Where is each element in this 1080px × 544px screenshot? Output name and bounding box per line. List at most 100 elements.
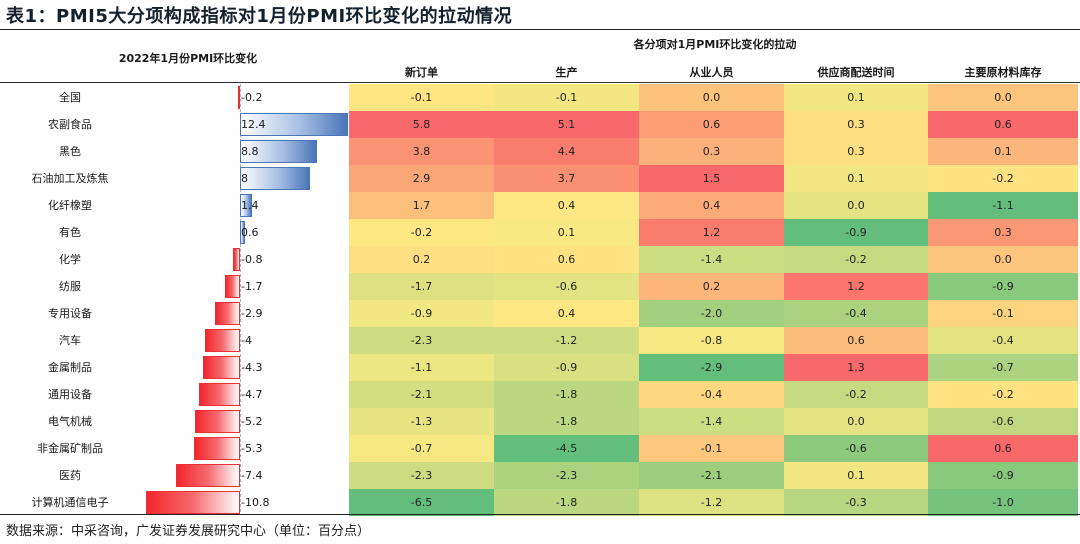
bar-zero-axis [240, 84, 241, 512]
heatmap-cell: -1.8 [494, 408, 639, 435]
heatmap-cell: -0.4 [928, 327, 1078, 354]
pmi-change-value: 8.8 [241, 145, 259, 158]
heatmap-cell: 2.9 [349, 165, 494, 192]
pmi-change-value: -5.2 [241, 415, 263, 428]
pmi-change-value: -7.4 [241, 469, 263, 482]
heatmap-cell: -2.3 [349, 462, 494, 489]
heatmap-cell: -1.2 [494, 327, 639, 354]
heatmap-cell: 0.6 [639, 111, 784, 138]
pmi-change-bar [238, 86, 240, 109]
heatmap-cell: 1.7 [349, 192, 494, 219]
heatmap-cell: -1.2 [639, 489, 784, 516]
heatmap-cell: -0.7 [928, 354, 1078, 381]
heatmap-cell: 0.6 [494, 246, 639, 273]
pmi-change-bar [145, 491, 240, 514]
heatmap-cell: 3.8 [349, 138, 494, 165]
pmi-change-bar [214, 302, 240, 325]
source-note: 数据来源：中采咨询，广发证券发展研究中心（单位：百分点） [6, 524, 371, 539]
heatmap-cell: 0.1 [784, 462, 928, 489]
pmi-change-value: -5.3 [241, 442, 263, 455]
heatmap-cell: -2.3 [494, 462, 639, 489]
heatmap-cell: -0.3 [784, 489, 928, 516]
pmi-change-bar [225, 275, 240, 298]
group-header: 各分项对1月PMI环比变化的拉动 [633, 38, 797, 51]
row-label: 化学 [59, 253, 81, 266]
heatmap-cell: -1.8 [494, 489, 639, 516]
heatmap-cell: -1.1 [928, 192, 1078, 219]
heatmap-cell: -0.1 [928, 300, 1078, 327]
heatmap-cell: -2.1 [349, 381, 494, 408]
pmi-change-bar [194, 410, 240, 433]
heatmap-cell: 0.3 [928, 219, 1078, 246]
pmi-change-value: -4.7 [241, 388, 263, 401]
pmi-change-bar [193, 437, 240, 460]
pmi-change-value: -4.3 [241, 361, 263, 374]
pmi-change-bar [240, 194, 253, 217]
heatmap-cell: -0.2 [928, 165, 1078, 192]
heatmap-cell: -1.1 [349, 354, 494, 381]
pmi-change-bar [240, 221, 246, 244]
heatmap-cell: 0.0 [639, 84, 784, 111]
heatmap-cell: -0.6 [928, 408, 1078, 435]
heatmap-cell: -0.6 [784, 435, 928, 462]
heatmap-cell: 0.4 [494, 300, 639, 327]
heatmap-cell: 0.3 [639, 138, 784, 165]
column-header: 生产 [555, 66, 578, 79]
heatmap-cell: -1.4 [639, 246, 784, 273]
row-label: 纺服 [59, 280, 81, 293]
heatmap-cell: 1.2 [784, 273, 928, 300]
row-label: 电气机械 [48, 415, 92, 428]
heatmap-cell: -0.2 [928, 381, 1078, 408]
heatmap-cell: -0.9 [349, 300, 494, 327]
heatmap-cell: 0.4 [494, 192, 639, 219]
pmi-change-value: -1.7 [241, 280, 263, 293]
pmi-change-value: -4 [241, 334, 252, 347]
row-label: 金属制品 [48, 361, 92, 374]
heatmap-cell: 1.3 [784, 354, 928, 381]
row-label: 医药 [59, 469, 81, 482]
heatmap-cell: -0.1 [639, 435, 784, 462]
row-label: 石油加工及炼焦 [31, 172, 109, 185]
heatmap-cell: -0.9 [494, 354, 639, 381]
heatmap-cell: 0.3 [784, 138, 928, 165]
heatmap-cell: -0.1 [349, 84, 494, 111]
pmi-change-value: 8 [241, 172, 248, 185]
heatmap-cell: 0.3 [784, 111, 928, 138]
heatmap-cell: -1.4 [639, 408, 784, 435]
heatmap-cell: -2.1 [639, 462, 784, 489]
pmi-change-value: 12.4 [241, 118, 266, 131]
heatmap-cell: 0.1 [784, 165, 928, 192]
heatmap-cell: 5.1 [494, 111, 639, 138]
pmi-change-bar [240, 140, 317, 163]
pmi-change-bar [199, 383, 240, 406]
row-label: 农副食品 [48, 118, 92, 131]
heatmap-cell: -0.8 [639, 327, 784, 354]
row-label: 汽车 [59, 334, 81, 347]
pmi-change-value: -10.8 [241, 496, 270, 509]
heatmap-cell: -0.2 [784, 246, 928, 273]
heatmap-cell: 3.7 [494, 165, 639, 192]
row-label: 黑色 [59, 145, 81, 158]
pmi-change-value: -0.8 [241, 253, 263, 266]
row-label: 专用设备 [48, 307, 92, 320]
heatmap-cell: 0.2 [639, 273, 784, 300]
heatmap-cell: -0.4 [784, 300, 928, 327]
row-label: 计算机通信电子 [31, 496, 109, 509]
column-header: 主要原材料库存 [964, 66, 1042, 79]
heatmap-cell: 4.4 [494, 138, 639, 165]
column-header: 供应商配送时间 [817, 66, 895, 79]
pmi-change-value: 0.6 [241, 226, 259, 239]
heatmap-cell: -0.2 [784, 381, 928, 408]
pmi-change-bar [175, 464, 240, 487]
top-rule [0, 29, 1080, 30]
heatmap-cell: -0.9 [784, 219, 928, 246]
heatmap-cell: 0.1 [494, 219, 639, 246]
pmi-change-value: -2.9 [241, 307, 263, 320]
pmi-change-bar [233, 248, 240, 271]
table-title: 表1：PMI5大分项构成指标对1月份PMI环比变化的拉动情况 [6, 6, 513, 27]
heatmap-cell: -2.3 [349, 327, 494, 354]
heatmap-cell: -6.5 [349, 489, 494, 516]
heatmap-cell: -0.1 [494, 84, 639, 111]
heatmap-cell: -0.6 [494, 273, 639, 300]
pmi-change-bar [205, 329, 240, 352]
